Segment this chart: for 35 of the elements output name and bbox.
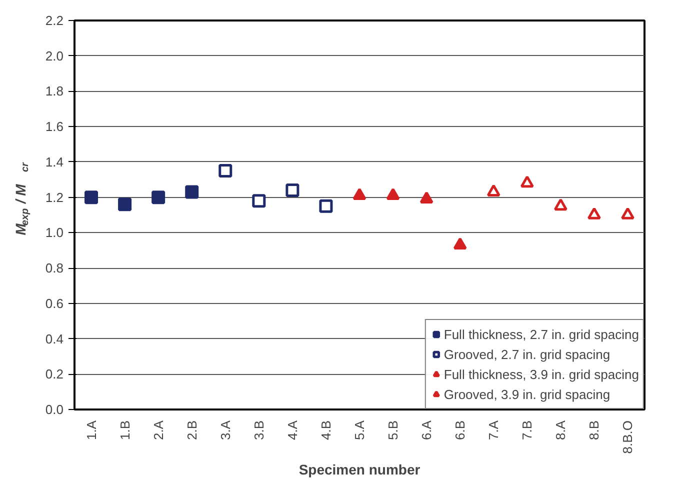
x-tick-label: 4.B <box>318 420 334 440</box>
y-tick-label: 1.8 <box>45 84 64 99</box>
legend-label: Full thickness, 3.9 in. grid spacing <box>444 366 639 382</box>
x-tick-label: 7.A <box>486 420 502 440</box>
y-tick-label: 1.4 <box>45 154 64 170</box>
legend-label: Full thickness, 2.7 in. grid spacing <box>444 326 639 342</box>
y-tick-label: 1.0 <box>45 225 64 240</box>
x-tick-label: 2.B <box>184 420 200 440</box>
x-tick-label: 5.B <box>386 420 401 440</box>
x-tick-label: 3.B <box>251 420 266 440</box>
legend-label: Grooved, 3.9 in. grid spacing <box>444 386 610 402</box>
x-tick-label: 8.A <box>553 420 568 440</box>
y-tick-label: 1.6 <box>45 119 64 134</box>
y-tick-label: 0.8 <box>45 260 64 276</box>
x-tick-label: 3.A <box>218 420 233 440</box>
y-tick-label: 0.4 <box>45 331 64 346</box>
y-tick-label: 0.6 <box>45 296 64 311</box>
legend-label: Grooved, 2.7 in. grid spacing <box>444 346 610 362</box>
x-tick-label: 6.B <box>452 420 468 440</box>
y-tick-label: 2.2 <box>45 13 64 28</box>
x-tick-label: 8.B.O <box>620 420 636 454</box>
y-axis-title: Mexp / Mcr <box>12 161 31 236</box>
y-tick-label: 0.2 <box>45 366 64 382</box>
x-tick-label: 1.A <box>84 420 99 440</box>
y-tick-label: 2.0 <box>45 48 64 64</box>
y-tick-label: 1.2 <box>45 190 64 205</box>
x-axis-title: Specimen number <box>298 462 421 478</box>
x-tick-label: 6.A <box>419 420 434 440</box>
x-tick-label: 5.A <box>352 420 367 440</box>
x-tick-label: 4.A <box>284 420 300 440</box>
x-tick-label: 8.B <box>586 420 602 440</box>
x-tick-label: 2.A <box>150 420 166 440</box>
x-tick-label: 7.B <box>520 420 535 440</box>
y-tick-label: 0.0 <box>45 402 64 417</box>
x-tick-label: 1.B <box>117 420 132 440</box>
